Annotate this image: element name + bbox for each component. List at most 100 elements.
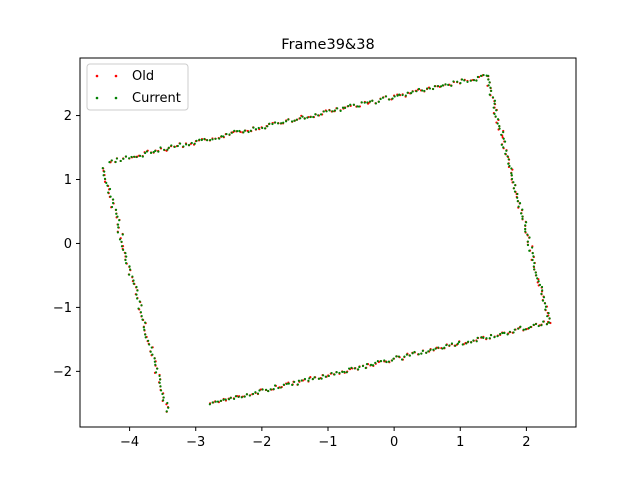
point-current [364, 366, 367, 370]
point-current [533, 261, 536, 265]
point-current [397, 355, 401, 358]
point-current [514, 184, 517, 187]
point-current [306, 116, 309, 119]
plot-frame [79, 57, 577, 428]
point-current [536, 277, 539, 280]
point-current [345, 371, 348, 374]
point-current [159, 146, 162, 149]
point-current [269, 388, 272, 391]
point-current [353, 367, 356, 370]
point-current [128, 157, 131, 160]
point-current [299, 117, 302, 120]
point-current [149, 350, 152, 353]
point-current [546, 315, 549, 318]
point-current [482, 336, 485, 340]
point-current [280, 122, 283, 125]
point-current [333, 109, 337, 112]
point-current [470, 341, 473, 344]
point-current [490, 89, 493, 92]
point-current [366, 101, 369, 104]
point-current [503, 331, 506, 335]
point-current [166, 401, 169, 405]
point-current [141, 318, 144, 321]
point-current [141, 155, 144, 158]
point-current [499, 332, 502, 336]
point-current [311, 378, 314, 381]
point-current [504, 152, 507, 155]
point-current [542, 296, 546, 299]
point-current [518, 202, 522, 205]
point-current [327, 374, 330, 378]
point-current [496, 118, 500, 121]
point-current [534, 322, 538, 326]
point-current [415, 90, 418, 93]
point-current [512, 331, 515, 334]
point-current [206, 139, 209, 142]
point-current [236, 130, 239, 133]
point-current [108, 187, 112, 191]
point-current [135, 285, 138, 289]
point-current [115, 212, 118, 215]
point-current [374, 102, 378, 105]
point-current [531, 246, 534, 249]
point-current [441, 84, 444, 87]
point-current [132, 279, 135, 282]
point-current [390, 359, 394, 362]
point-current [516, 200, 519, 203]
point-current [124, 251, 127, 255]
point-current [377, 100, 380, 103]
point-current [363, 101, 366, 104]
point-current [277, 386, 280, 390]
point-current [516, 196, 519, 199]
point-current [529, 325, 532, 329]
point-current [122, 248, 125, 252]
point-current [324, 375, 327, 378]
point-current [392, 357, 395, 360]
point-current [459, 81, 462, 85]
point-current [178, 142, 182, 145]
point-current [450, 342, 454, 345]
point-current [285, 120, 288, 123]
point-current [465, 342, 468, 345]
point-current [109, 195, 112, 198]
point-current [128, 268, 132, 271]
point-current [512, 187, 515, 190]
point-current [242, 131, 245, 134]
point-current [254, 391, 257, 394]
point-current [352, 103, 355, 106]
point-current [401, 93, 404, 97]
point-current [251, 392, 255, 396]
point-current [263, 127, 267, 130]
point-current [357, 368, 360, 371]
point-current [494, 115, 497, 118]
point-current [338, 371, 341, 375]
point-current [454, 344, 457, 347]
point-current [485, 337, 488, 340]
point-current [510, 172, 513, 175]
point-current [487, 78, 490, 81]
point-current [535, 274, 538, 277]
point-current [139, 311, 142, 314]
x-axis: −4 −3 −2 −1 0 1 2 [120, 427, 531, 450]
point-current [488, 81, 491, 84]
point-current [548, 321, 551, 324]
point-current [487, 74, 490, 77]
point-current [350, 366, 353, 369]
point-current [526, 243, 530, 247]
point-current [248, 394, 251, 397]
point-current [214, 400, 217, 403]
point-current [528, 249, 531, 252]
point-current [257, 126, 260, 130]
point-current [322, 374, 325, 377]
point-current [502, 131, 505, 134]
point-current [261, 126, 264, 130]
point-current [428, 87, 432, 90]
point-current [524, 230, 527, 233]
point-current [322, 110, 325, 113]
point-current [457, 340, 461, 344]
x-tick-label: −3 [186, 435, 205, 450]
point-current [488, 337, 491, 340]
point-current [187, 144, 191, 147]
point-current [256, 392, 260, 395]
